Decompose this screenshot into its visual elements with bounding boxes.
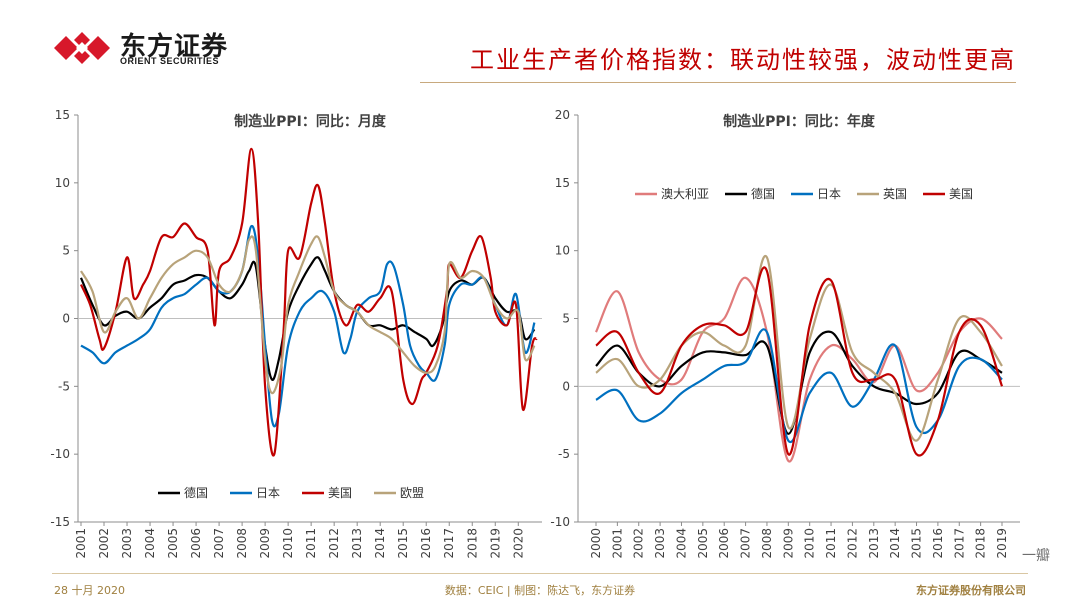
y-tick-label: 10 xyxy=(55,176,70,190)
footer-source: 数据：CEIC | 制图：陈达飞，东方证券 xyxy=(444,584,636,597)
x-tick-label: 2018 xyxy=(974,528,988,559)
legend-label: 欧盟 xyxy=(400,486,424,500)
series-line-0 xyxy=(79,256,536,381)
y-tick-label: -5 xyxy=(558,447,570,461)
orient-logo-icon xyxy=(54,32,110,64)
x-tick-label: 2002 xyxy=(632,528,646,559)
x-tick-label: 2009 xyxy=(258,528,272,559)
footer-date: 28 十月 2020 xyxy=(54,584,125,597)
y-tick-label: -10 xyxy=(50,447,70,461)
x-tick-label: 2017 xyxy=(442,528,456,559)
series-line-1 xyxy=(80,224,536,428)
x-tick-label: 2000 xyxy=(589,528,603,559)
brand-logo: 东方证券 ORIENT SECURITIES xyxy=(52,26,252,70)
x-tick-label: 2017 xyxy=(952,528,966,559)
x-tick-label: 2010 xyxy=(281,528,295,559)
legend-label: 日本 xyxy=(256,486,280,500)
y-tick-label: -10 xyxy=(550,515,570,529)
x-tick-label: 2003 xyxy=(120,528,134,559)
x-tick-label: 2004 xyxy=(674,528,688,559)
x-tick-label: 2014 xyxy=(373,528,387,559)
legend-label: 德国 xyxy=(184,485,208,500)
x-tick-label: 2012 xyxy=(845,528,859,559)
x-tick-label: 2003 xyxy=(653,528,667,559)
x-tick-label: 2018 xyxy=(465,528,479,559)
y-tick-label: 15 xyxy=(55,108,70,122)
x-tick-label: 2007 xyxy=(739,528,753,559)
y-tick-label: 0 xyxy=(62,312,70,326)
x-tick-label: 2001 xyxy=(74,528,88,559)
legend-label: 美国 xyxy=(328,486,352,500)
series-line-0 xyxy=(595,276,1003,463)
monthly-ppi-chart: 制造业PPI：同比：月度 15 10 5 0 -5 -10 -15 2001 2002 2003 20… xyxy=(50,108,542,559)
slide-title: 工业生产者价格指数：联动性较强，波动性更高 xyxy=(470,46,1016,74)
legend-label: 德国 xyxy=(751,186,775,201)
series-line-3 xyxy=(595,254,1003,442)
y-tick-label: 0 xyxy=(562,379,570,393)
series-line-2 xyxy=(79,147,538,457)
footer-divider xyxy=(52,573,1028,574)
legend-label: 日本 xyxy=(817,187,841,201)
y-tick-label: 5 xyxy=(62,244,70,258)
x-tick-label: 2005 xyxy=(166,528,180,559)
x-tick-label: 2007 xyxy=(212,528,226,559)
x-tick-label: 2019 xyxy=(488,528,502,559)
x-tick-label: 2016 xyxy=(931,528,945,559)
x-tick-label: 2004 xyxy=(143,528,157,559)
y-tick-label: 5 xyxy=(562,312,570,326)
x-tick-label: 2005 xyxy=(696,528,710,559)
x-tick-label: 2010 xyxy=(803,528,817,559)
watermark: 一瓣 xyxy=(1022,548,1050,564)
chart-title: 制造业PPI：同比：月度 xyxy=(234,113,387,130)
x-tick-label: 2011 xyxy=(304,528,318,559)
x-tick-label: 2015 xyxy=(396,528,410,559)
series-line-3 xyxy=(80,235,536,395)
series-line-4 xyxy=(595,266,1004,457)
x-tick-label: 2011 xyxy=(824,528,838,559)
x-tick-label: 2008 xyxy=(760,528,774,559)
x-tick-label: 2019 xyxy=(995,528,1009,559)
brand-name-en: ORIENT SECURITIES xyxy=(120,56,220,66)
y-tick-label: -5 xyxy=(58,379,70,393)
y-tick-label: 20 xyxy=(555,108,570,122)
legend-label: 美国 xyxy=(949,187,973,201)
x-tick-label: 2013 xyxy=(350,528,364,559)
x-tick-label: 2012 xyxy=(327,528,341,559)
brand-name-cn: 东方证券 xyxy=(120,32,229,62)
x-tick-label: 2016 xyxy=(419,528,433,559)
x-tick-label: 2002 xyxy=(97,528,111,559)
footer-company: 东方证券股份有限公司 xyxy=(916,584,1026,597)
chart-title: 制造业PPI：同比：年度 xyxy=(723,113,876,130)
x-tick-label: 2015 xyxy=(910,528,924,559)
series-line-2 xyxy=(595,328,1003,444)
x-tick-label: 2009 xyxy=(781,528,795,559)
y-tick-label: 10 xyxy=(555,244,570,258)
y-tick-label: -15 xyxy=(50,515,70,529)
title-divider xyxy=(420,82,1016,83)
x-tick-label: 2014 xyxy=(888,528,902,559)
y-tick-label: 15 xyxy=(555,176,570,190)
x-tick-label: 2013 xyxy=(867,528,881,559)
x-tick-label: 2001 xyxy=(610,528,624,559)
x-tick-label: 2008 xyxy=(235,528,249,559)
x-tick-label: 2020 xyxy=(511,528,525,559)
legend-label: 澳大利亚 xyxy=(661,187,709,201)
x-tick-label: 2006 xyxy=(189,528,203,559)
x-tick-label: 2006 xyxy=(717,528,731,559)
legend-label: 英国 xyxy=(883,187,907,201)
